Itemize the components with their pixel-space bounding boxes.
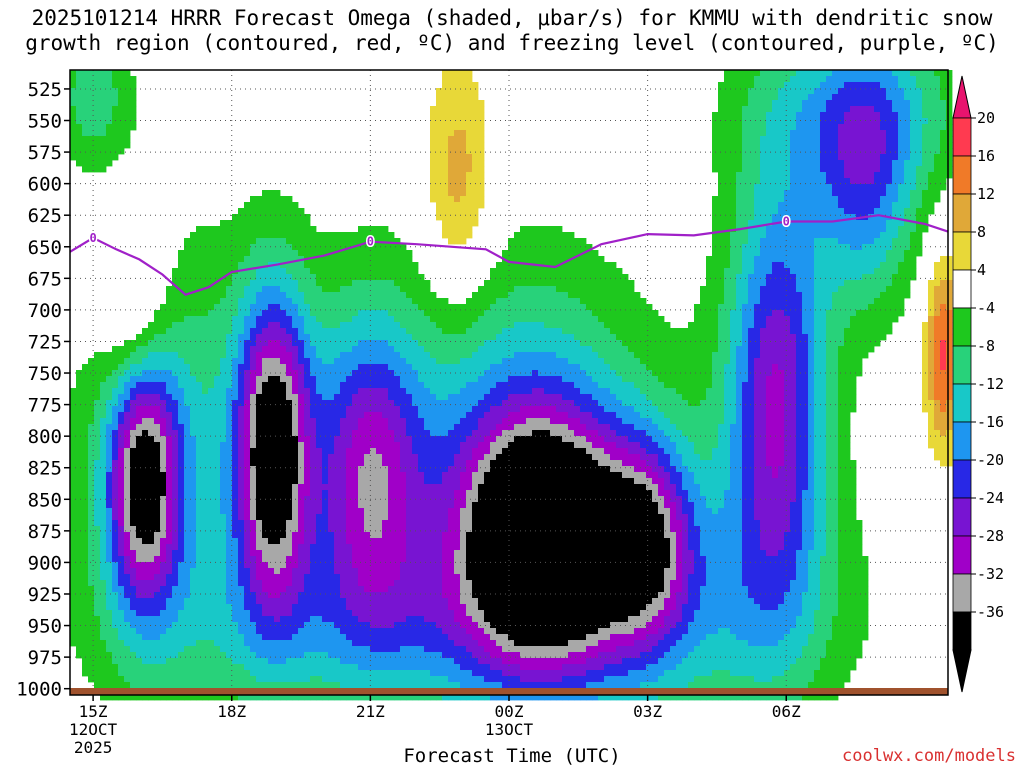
- y-tick-label: 625: [28, 205, 62, 227]
- y-tick-label: 950: [28, 616, 62, 638]
- colorbar-bin: [952, 307, 972, 347]
- colorbar-bin: [952, 421, 972, 461]
- x-tick-label: 21Z: [356, 702, 385, 721]
- x-tick-label: 13OCT: [485, 720, 534, 739]
- chart-title-line-2: growth region (contoured, red, ºC) and f…: [25, 31, 999, 55]
- chart-title-line-1: 2025101214 HRRR Forecast Omega (shaded, …: [31, 6, 993, 30]
- colorbar-bin: [952, 345, 972, 385]
- colorbar-label: 12: [977, 185, 995, 203]
- colorbar-label: -8: [977, 337, 995, 355]
- colorbar-bin: [952, 193, 972, 233]
- colorbar-top-arrow: [952, 75, 972, 119]
- colorbar-bin: [952, 383, 972, 423]
- y-tick-label: 750: [28, 363, 62, 385]
- colorbar-bin: [952, 497, 972, 537]
- x-tick-label: 18Z: [217, 702, 246, 721]
- grid-lines: [70, 70, 948, 695]
- x-tick-label: 15Z: [79, 702, 108, 721]
- omega-shaded-field: [70, 70, 953, 701]
- y-tick-label: 650: [28, 237, 62, 259]
- colorbar-bin: [952, 231, 972, 271]
- y-tick-label: 925: [28, 584, 62, 606]
- colorbar-label: -36: [977, 603, 1004, 621]
- y-tick-label: 725: [28, 331, 62, 353]
- colorbar-bin: [952, 611, 972, 651]
- colorbar-bin: [952, 459, 972, 499]
- colorbar: 20 16 12 8 4 -4 -8 -12 -16 -20 -24 -28 -32 -36: [952, 75, 1004, 693]
- colorbar-label: 20: [977, 109, 995, 127]
- y-tick-label: 575: [28, 142, 62, 164]
- y-tick-label: 800: [28, 426, 62, 448]
- colorbar-bin: [952, 269, 972, 309]
- freezing-level-label: 0: [783, 215, 790, 229]
- x-tick-label: 03Z: [633, 702, 662, 721]
- y-tick-label: 550: [28, 111, 62, 133]
- colorbar-bin: [952, 155, 972, 195]
- y-tick-label: 700: [28, 300, 62, 322]
- x-tick-label: 06Z: [772, 702, 801, 721]
- y-tick-label: 675: [28, 268, 62, 290]
- y-tick-label: 825: [28, 458, 62, 480]
- colorbar-label: -28: [977, 527, 1004, 545]
- y-tick-label: 975: [28, 647, 62, 669]
- y-tick-label: 1000: [16, 679, 62, 701]
- colorbar-label: -20: [977, 451, 1004, 469]
- y-tick-label: 850: [28, 489, 62, 511]
- colorbar-label: -12: [977, 375, 1004, 393]
- colorbar-label: 8: [977, 223, 986, 241]
- colorbar-label: -16: [977, 413, 1004, 431]
- x-tick-label: 12OCT: [69, 720, 118, 739]
- freezing-level-line: [69, 214, 949, 296]
- y-tick-label: 900: [28, 552, 62, 574]
- x-axis-title: Forecast Time (UTC): [403, 745, 621, 767]
- x-tick-label: 00Z: [495, 702, 524, 721]
- colorbar-label: -24: [977, 489, 1004, 507]
- source-credit[interactable]: coolwx.com/models: [842, 746, 1016, 766]
- y-tick-label: 775: [28, 395, 62, 417]
- colorbar-label: -4: [977, 299, 995, 317]
- ground-surface: [70, 688, 948, 695]
- chart-title: 2025101214 HRRR Forecast Omega (shaded, …: [0, 6, 1024, 56]
- y-tick-label: 525: [28, 79, 62, 101]
- colorbar-label: -32: [977, 565, 1004, 583]
- colorbar-label: 4: [977, 261, 986, 279]
- freezing-level-label: 0: [89, 231, 96, 245]
- colorbar-bin: [952, 573, 972, 613]
- colorbar-bottom-arrow: [952, 649, 972, 693]
- y-tick-label: 600: [28, 174, 62, 196]
- colorbar-label: 16: [977, 147, 995, 165]
- colorbar-bin: [952, 117, 972, 157]
- y-tick-label: 875: [28, 521, 62, 543]
- x-tick-label: 2025: [74, 738, 113, 757]
- colorbar-bin: [952, 535, 972, 575]
- freezing-level-label: 0: [367, 235, 374, 249]
